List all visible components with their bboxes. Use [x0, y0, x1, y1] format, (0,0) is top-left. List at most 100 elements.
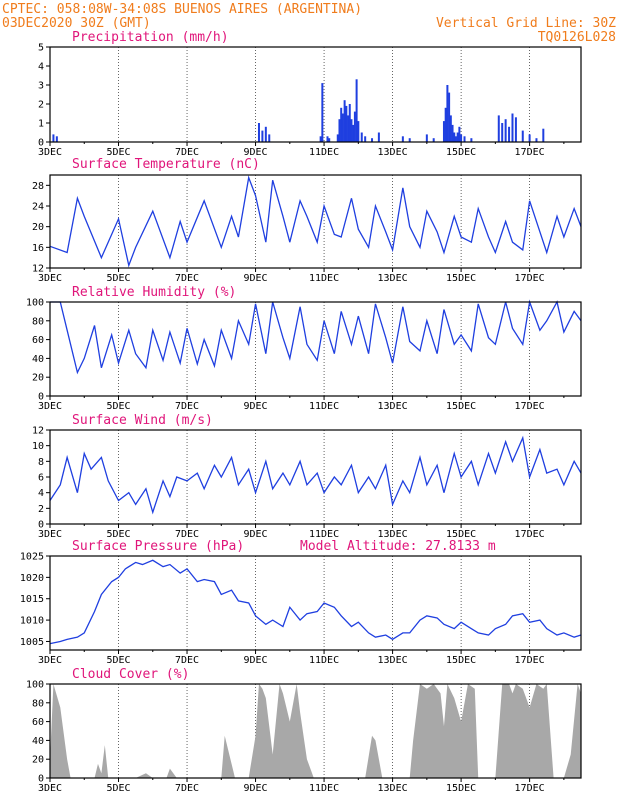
- precip-bar: [451, 124, 454, 142]
- precip-bar: [347, 115, 350, 142]
- y-tick-label: 1020: [20, 573, 44, 584]
- y-tick-label: 3: [38, 81, 44, 92]
- y-tick-label: 6: [38, 473, 44, 484]
- x-tick-label: 7DEC: [175, 529, 199, 540]
- precip-bar: [454, 136, 457, 142]
- precip-bar: [352, 124, 355, 142]
- x-tick-label: 3DEC: [38, 273, 62, 284]
- cloud-area: [50, 684, 581, 778]
- y-tick-label: 0: [38, 138, 44, 149]
- x-tick-label: 5DEC: [106, 529, 130, 540]
- precip-bar: [470, 138, 473, 142]
- precip-bar: [535, 138, 538, 142]
- precip-bar: [348, 104, 351, 142]
- x-tick-label: 7DEC: [175, 147, 199, 158]
- precip-bar: [55, 136, 58, 142]
- precip-bar: [425, 134, 428, 142]
- y-tick-label: 8: [38, 457, 44, 468]
- x-tick-label: 5DEC: [106, 273, 130, 284]
- y-tick-label: 2: [38, 504, 44, 515]
- y-tick-label: 16: [32, 243, 44, 254]
- precip-bar: [345, 105, 348, 142]
- y-tick-label: 1: [38, 119, 44, 130]
- precip-bar: [444, 107, 447, 142]
- panel-frame: [49, 683, 582, 779]
- y-tick-label: 2: [38, 100, 44, 111]
- x-tick-label: 17DEC: [515, 783, 545, 794]
- header-date: 03DEC2020 30Z (GMT): [2, 16, 151, 31]
- precip-bar: [326, 136, 329, 142]
- series-line: [50, 299, 582, 375]
- precip-bar: [521, 130, 524, 142]
- precip-bar: [501, 123, 504, 142]
- x-tick-label: 15DEC: [446, 273, 476, 284]
- precip-bar: [52, 134, 55, 142]
- precip-bar: [338, 119, 341, 142]
- precip-bar: [446, 85, 449, 142]
- precip-bar: [511, 113, 514, 142]
- x-tick-label: 3DEC: [38, 401, 62, 412]
- header-station: CPTEC: 058:08W-34:08S BUENOS AIRES (ARGE…: [2, 2, 362, 17]
- x-tick-label: 9DEC: [244, 147, 268, 158]
- x-tick-label: 5DEC: [106, 655, 130, 666]
- x-tick-label: 17DEC: [515, 273, 545, 284]
- x-tick-label: 11DEC: [309, 655, 339, 666]
- y-tick-label: 4: [38, 488, 44, 499]
- y-tick-label: 28: [32, 181, 44, 192]
- series-line: [49, 175, 582, 268]
- x-tick-label: 13DEC: [378, 529, 408, 540]
- panel-title: Relative Humidity (%): [72, 285, 236, 300]
- x-tick-label: 11DEC: [309, 273, 339, 284]
- y-tick-label: 10: [32, 441, 44, 452]
- x-tick-label: 17DEC: [515, 147, 545, 158]
- panel-1: Precipitation (mm/h) 3DEC 5DEC 7DEC 9DEC 11DE…: [38, 30, 582, 158]
- precip-bar: [528, 134, 531, 142]
- precip-bar: [328, 138, 331, 142]
- y-tick-label: 12: [32, 426, 44, 437]
- precip-bar: [353, 111, 356, 142]
- series-line: [49, 559, 582, 645]
- y-tick-label: 20: [32, 222, 44, 233]
- y-tick-label: 80: [32, 698, 44, 709]
- precip-bar: [463, 136, 466, 142]
- panel-title: Surface Pressure (hPa): [72, 539, 244, 554]
- precip-bar: [514, 117, 517, 142]
- precip-bar: [401, 136, 404, 142]
- y-tick-label: 0: [38, 774, 44, 785]
- panel-frame: [49, 301, 582, 397]
- panel-title: Precipitation (mm/h): [72, 30, 229, 45]
- precip-bar: [341, 113, 344, 142]
- precip-bar: [504, 119, 507, 142]
- y-tick-label: 4: [38, 62, 44, 73]
- x-tick-label: 13DEC: [378, 655, 408, 666]
- x-tick-label: 13DEC: [378, 147, 408, 158]
- precip-bar: [340, 107, 343, 142]
- y-tick-label: 0: [38, 392, 44, 403]
- y-tick-label: 24: [32, 202, 44, 213]
- panel-2: Surface Temperature (nC) 3DEC 5DEC 7DEC 9DEC…: [32, 157, 582, 284]
- panel-3: Relative Humidity (%) 3DEC 5DEC 7DEC 9DEC 11D…: [26, 285, 582, 412]
- panel-frame: [49, 174, 582, 269]
- precip-bar: [355, 79, 358, 142]
- precip-bar: [460, 134, 463, 142]
- x-tick-label: 15DEC: [446, 655, 476, 666]
- y-tick-label: 5: [38, 43, 44, 54]
- y-tick-label: 40: [32, 736, 44, 747]
- x-tick-label: 5DEC: [106, 147, 130, 158]
- x-tick-label: 9DEC: [244, 401, 268, 412]
- precip-bar: [542, 128, 545, 142]
- precip-bar: [432, 138, 435, 142]
- y-tick-label: 12: [32, 264, 44, 275]
- x-tick-label: 3DEC: [38, 529, 62, 540]
- header-grid-line: Vertical Grid Line: 30Z: [436, 16, 616, 31]
- y-tick-label: 0: [38, 520, 44, 531]
- x-tick-label: 9DEC: [244, 783, 268, 794]
- panel-frame: [49, 46, 582, 143]
- x-tick-label: 13DEC: [378, 273, 408, 284]
- x-tick-label: 15DEC: [446, 401, 476, 412]
- x-tick-label: 17DEC: [515, 655, 545, 666]
- x-tick-label: 7DEC: [175, 401, 199, 412]
- precip-bar: [453, 132, 456, 142]
- precip-bar: [343, 100, 346, 142]
- y-tick-label: 60: [32, 335, 44, 346]
